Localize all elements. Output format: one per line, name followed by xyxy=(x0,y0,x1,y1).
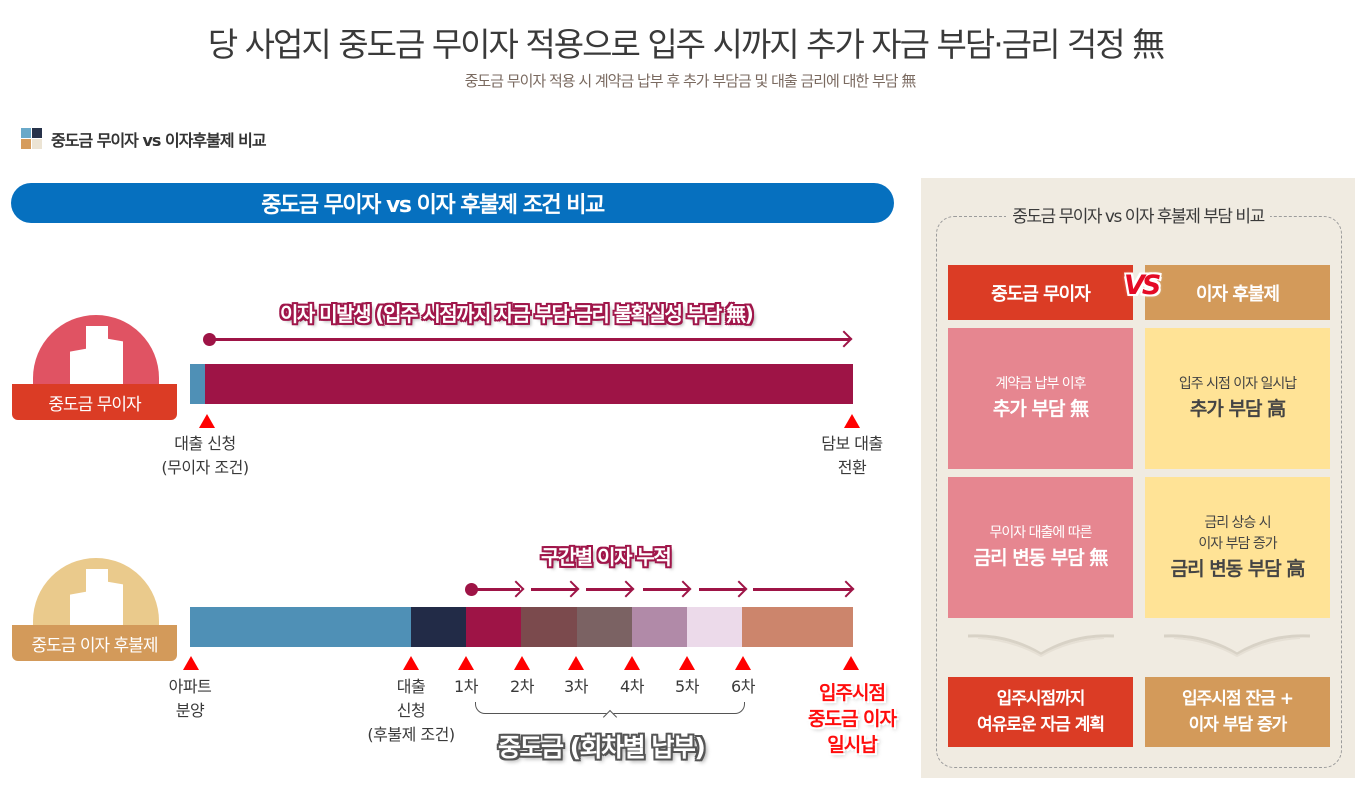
arrow-line xyxy=(643,588,689,591)
badge-interest-free: 중도금 무이자 xyxy=(12,384,177,420)
installment-caption: 중도금 (회차별 납부) xyxy=(498,733,706,762)
column-header-deferred: 이자 후불제 xyxy=(1145,265,1330,320)
marker-label-2nd: 2차 xyxy=(510,677,534,696)
marker-triangle-icon xyxy=(514,656,530,670)
arrow-start-dot xyxy=(465,583,478,596)
page-title: 당 사업지 중도금 무이자 적용으로 입주 시까지 추가 자금 부담·금리 걱정… xyxy=(207,25,1165,64)
marker-triangle-icon xyxy=(844,414,860,428)
marker-label-5th: 5차 xyxy=(675,677,699,696)
arrow-line xyxy=(210,338,850,341)
segment-loan-applied xyxy=(411,607,466,647)
arrow-head-icon xyxy=(562,580,580,598)
segment-installment-3 xyxy=(577,607,632,647)
marker-triangle-icon xyxy=(568,656,584,670)
marker-label-mortgage-switch: 담보 대출 전환 xyxy=(821,434,883,477)
marker-label-4th: 4차 xyxy=(620,677,644,696)
timeline-bar xyxy=(190,607,853,647)
segment-before-loan xyxy=(190,607,411,647)
segment-installment-6 xyxy=(742,607,853,647)
burden-comparison-panel: 중도금 무이자 vs 이자 후불제 부담 비교 중도금 무이자 이자 후불제 계… xyxy=(921,178,1355,778)
section-label: 중도금 무이자 vs 이자후불제 비교 xyxy=(51,131,267,150)
column-header-interest-free: 중도금 무이자 xyxy=(948,265,1133,320)
arrow-line xyxy=(753,588,852,591)
marker-triangle-icon xyxy=(183,656,199,670)
marker-label-3rd: 3차 xyxy=(564,677,588,696)
marker-label-1st: 1차 xyxy=(454,677,478,696)
arrow-head-icon xyxy=(507,580,525,598)
marker-label-6th: 6차 xyxy=(731,677,755,696)
marker-label-loan-apply: 대출 신청 (후불제 조건) xyxy=(367,677,455,744)
arrow-head-icon xyxy=(617,580,635,598)
chevron-down-icon xyxy=(968,634,1114,658)
arrow-head-icon xyxy=(835,330,853,348)
segment-installment-1 xyxy=(466,607,521,647)
cell-interest-free-extra-burden: 계약금 납부 이후 추가 부담 無 xyxy=(948,328,1133,469)
marker-triangle-icon xyxy=(624,656,640,670)
marker-triangle-icon xyxy=(199,414,215,428)
marker-label-sale: 아파트 분양 xyxy=(168,677,212,720)
chevron-down-icon xyxy=(1164,634,1310,658)
grid-squares-icon xyxy=(21,128,43,150)
vs-badge: VS xyxy=(1124,270,1161,301)
marker-triangle-icon xyxy=(679,656,695,670)
result-deferred: 입주시점 잔금 + 이자 부담 증가 xyxy=(1145,677,1330,747)
marker-label-move-in-lump-sum: 입주시점 중도금 이자 일시납 xyxy=(807,682,897,756)
arrow-line xyxy=(699,588,745,591)
segment-installment-4 xyxy=(632,607,687,647)
timeline-bar xyxy=(190,364,853,404)
badge-deferred-interest: 중도금 이자 후불제 xyxy=(12,625,177,661)
arrow-head-icon xyxy=(837,580,855,598)
cell-deferred-extra-burden: 입주 시점 이자 일시납 추가 부담 高 xyxy=(1145,328,1330,469)
section-heading: 중도금 무이자 vs 이자후불제 비교 xyxy=(21,127,267,151)
marker-label-loan-apply: 대출 신청 (무이자 조건) xyxy=(161,434,249,477)
panel-title: 중도금 무이자 vs 이자 후불제 부담 비교 xyxy=(921,202,1355,227)
arrow-head-icon xyxy=(730,580,748,598)
marker-triangle-icon xyxy=(458,656,474,670)
segment-pre-loan xyxy=(190,364,205,404)
arrow-line xyxy=(586,588,632,591)
page-subtitle: 중도금 무이자 적용 시 계약금 납부 후 추가 부담금 및 대출 금리에 대한… xyxy=(464,72,917,90)
no-interest-caption: 이자 미발생 (입주 시점까지 자금 부담·금리 불확실성 부담 無) xyxy=(280,302,754,326)
arrow-start-dot xyxy=(203,333,216,346)
accumulated-interest-caption: 구간별 이자 누적 xyxy=(541,545,672,569)
segment-installment-5 xyxy=(687,607,742,647)
marker-triangle-icon xyxy=(403,656,419,670)
arrow-line xyxy=(531,588,577,591)
marker-triangle-icon xyxy=(735,656,751,670)
cell-interest-free-rate-burden: 무이자 대출에 따른 금리 변동 부담 無 xyxy=(948,477,1133,618)
arrow-line xyxy=(472,588,520,591)
marker-triangle-icon xyxy=(843,656,859,670)
result-interest-free: 입주시점까지 여유로운 자금 계획 xyxy=(948,677,1133,747)
segment-installment-2 xyxy=(521,607,577,647)
comparison-banner: 중도금 무이자 vs 이자 후불제 조건 비교 xyxy=(11,183,894,223)
arrow-head-icon xyxy=(674,580,692,598)
cell-deferred-rate-burden: 금리 상승 시 이자 부담 증가 금리 변동 부담 高 xyxy=(1145,477,1330,618)
segment-interest-free xyxy=(205,364,853,404)
